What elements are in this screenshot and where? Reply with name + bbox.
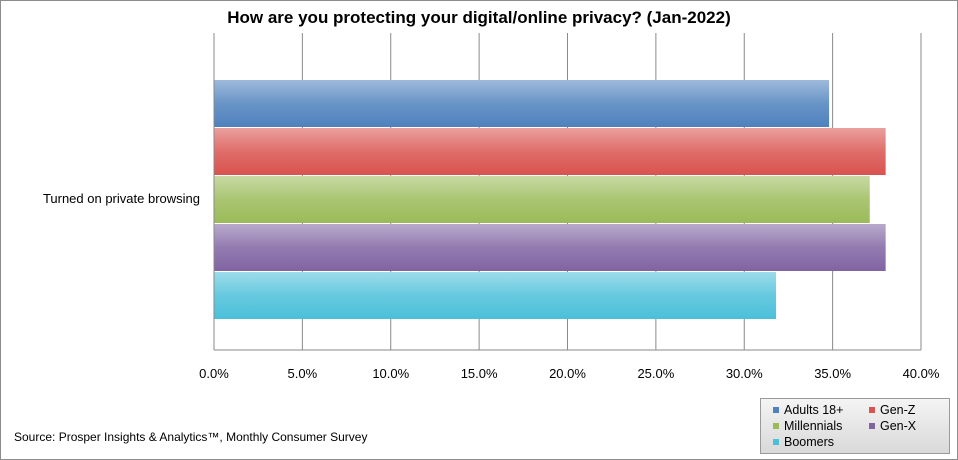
legend-label: Boomers — [784, 435, 835, 449]
legend-swatch — [773, 439, 779, 445]
legend-swatch — [773, 423, 779, 429]
legend-item: Boomers — [773, 435, 834, 449]
x-tick-label: 15.0% — [461, 366, 498, 381]
x-tick-label: 35.0% — [814, 366, 851, 381]
legend-swatch — [773, 407, 779, 413]
chart-title: How are you protecting your digital/onli… — [227, 8, 731, 27]
bar-gen-x — [214, 224, 886, 271]
x-tick-label: 30.0% — [726, 366, 763, 381]
bar-millennials — [214, 176, 870, 223]
x-tick-label: 0.0% — [199, 366, 229, 381]
legend-label: Gen-Z — [880, 403, 916, 417]
bar-adults-18- — [214, 80, 830, 127]
x-tick-label: 10.0% — [372, 366, 409, 381]
legend-swatch — [869, 407, 875, 413]
legend-label: Gen-X — [880, 419, 917, 433]
legend-label: Millennials — [784, 419, 843, 433]
source-note: Source: Prosper Insights & Analytics™, M… — [14, 430, 368, 444]
x-tick-label: 25.0% — [637, 366, 674, 381]
bar-gen-z — [214, 128, 886, 175]
x-tick-label: 20.0% — [549, 366, 586, 381]
bar-boomers — [214, 272, 777, 319]
x-tick-label: 5.0% — [288, 366, 318, 381]
x-tick-label: 40.0% — [903, 366, 940, 381]
category-label: Turned on private browsing — [43, 191, 200, 206]
legend-item: Gen-Z — [869, 403, 915, 417]
legend: Adults 18+ Gen-Z Millennials Gen-X Boomers — [760, 398, 950, 454]
legend-item: Millennials — [773, 419, 842, 433]
legend-item: Adults 18+ — [773, 403, 843, 417]
legend-item: Gen-X — [869, 419, 916, 433]
legend-label: Adults 18+ — [784, 403, 844, 417]
legend-swatch — [869, 423, 875, 429]
